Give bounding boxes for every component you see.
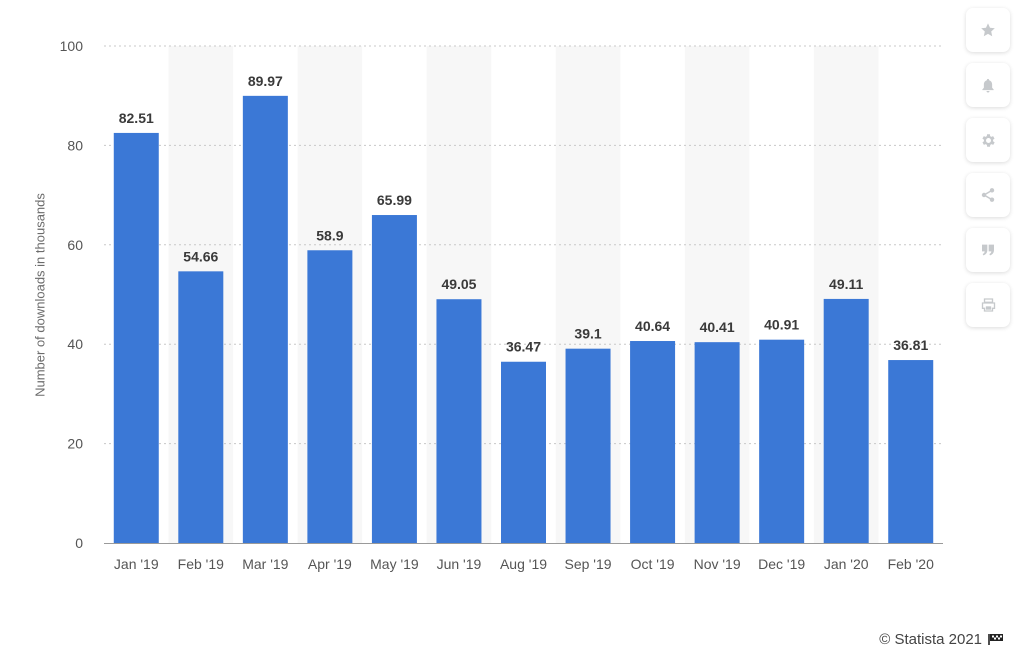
x-tick-labels: Jan '19 Feb '19 Mar '19 Apr '19 May '19 Jun '… [114, 556, 934, 572]
bar [113, 132, 159, 543]
x-tick-label: Jun '19 [437, 556, 482, 572]
share-icon [981, 188, 995, 202]
x-tick-label: Aug '19 [500, 556, 547, 572]
value-label: 40.41 [700, 319, 735, 335]
value-label: 40.64 [635, 318, 670, 334]
copyright-text: © Statista 2021 [879, 631, 982, 648]
value-label: 65.99 [377, 192, 412, 208]
bar [178, 271, 224, 543]
chart-toolbar [966, 8, 1012, 338]
value-label: 49.05 [441, 276, 476, 292]
cite-button[interactable] [966, 228, 1010, 272]
value-label: 58.9 [316, 227, 343, 243]
bar [307, 250, 353, 543]
x-tick-label: Feb '19 [178, 556, 224, 572]
x-tick-label: Jan '20 [824, 556, 869, 572]
x-tick-label: Apr '19 [308, 556, 352, 572]
copyright-credit[interactable]: © Statista 2021 [879, 631, 1004, 648]
bar [436, 299, 482, 543]
x-tick-label: Feb '20 [888, 556, 934, 572]
value-label: 36.47 [506, 339, 541, 355]
bars [113, 95, 934, 544]
value-labels: 82.51 54.66 89.97 58.9 65.99 49.05 36.47 39.1 40… [119, 73, 929, 355]
y-tick-label: 0 [75, 535, 83, 551]
y-tick-label: 100 [60, 38, 84, 54]
bar [630, 341, 676, 543]
y-tick-label: 40 [67, 336, 83, 352]
x-tick-label: Dec '19 [758, 556, 805, 572]
value-label: 39.1 [574, 326, 601, 342]
notification-button[interactable] [966, 63, 1010, 107]
value-label: 54.66 [183, 248, 218, 264]
print-button[interactable] [966, 283, 1010, 327]
bar [242, 95, 288, 544]
bar [888, 360, 934, 543]
gridlines [104, 45, 943, 544]
gear-icon [981, 133, 995, 147]
bell-icon [982, 78, 994, 92]
y-axis-label: Number of downloads in thousands [32, 193, 48, 397]
star-icon [981, 23, 995, 37]
x-tick-label: Oct '19 [631, 556, 675, 572]
bar [565, 348, 611, 543]
value-label: 89.97 [248, 73, 283, 89]
y-tick-labels: 0 20 40 60 80 100 [60, 38, 84, 551]
value-label: 82.51 [119, 110, 154, 126]
y-tick-label: 20 [67, 436, 83, 452]
share-button[interactable] [966, 173, 1010, 217]
x-tick-label: May '19 [370, 556, 419, 572]
bar [694, 342, 740, 543]
printer-icon [981, 298, 995, 312]
bar [823, 298, 869, 543]
flag-icon [988, 634, 1003, 645]
x-tick-label: Jan '19 [114, 556, 159, 572]
x-tick-label: Mar '19 [242, 556, 288, 572]
favorite-button[interactable] [966, 8, 1010, 52]
settings-button[interactable] [966, 118, 1010, 162]
value-label: 36.81 [893, 337, 928, 353]
y-tick-label: 60 [67, 237, 83, 253]
bar [371, 215, 417, 543]
quote-icon [982, 244, 994, 256]
x-tick-label: Sep '19 [565, 556, 612, 572]
x-tick-label: Nov '19 [694, 556, 741, 572]
value-label: 40.91 [764, 317, 799, 333]
bar [759, 339, 805, 543]
bar [501, 361, 546, 543]
y-tick-label: 80 [67, 137, 83, 153]
value-label: 49.11 [829, 276, 863, 292]
